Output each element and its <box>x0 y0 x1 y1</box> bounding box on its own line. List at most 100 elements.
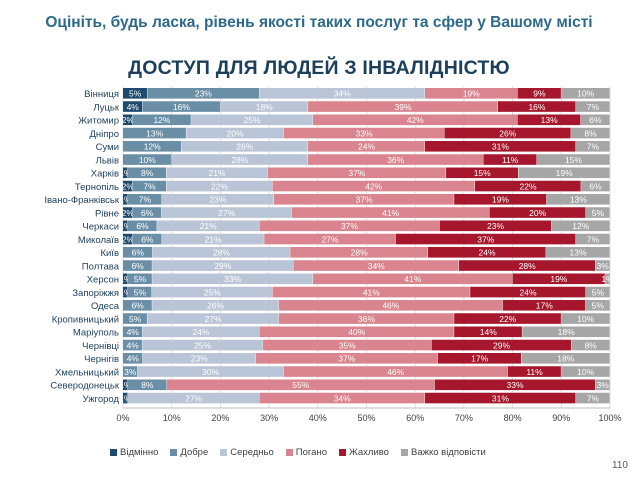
bar-segment <box>446 167 518 179</box>
data-label: 46% <box>387 367 404 377</box>
category-label: Київ <box>100 248 119 259</box>
bar-segment <box>147 313 279 324</box>
data-label: 30% <box>202 367 219 377</box>
data-label: 27% <box>218 208 235 218</box>
bar-segment <box>580 114 610 126</box>
bar-segment <box>585 207 610 218</box>
bar-segment <box>255 353 438 364</box>
data-label: 27% <box>321 234 338 244</box>
bar-segment <box>186 127 284 139</box>
data-label: 12% <box>572 221 589 231</box>
bar-segment <box>517 88 561 99</box>
bar-segment <box>142 353 256 364</box>
bar-segment <box>152 273 313 285</box>
bar-segment <box>546 194 610 205</box>
data-label: 2% <box>122 208 135 218</box>
data-label: 23% <box>195 89 212 99</box>
data-label: 28% <box>213 248 230 258</box>
bar-segment <box>123 392 128 404</box>
legend-swatch <box>110 448 117 456</box>
data-label: 21% <box>205 234 222 244</box>
bar-segment <box>585 286 610 298</box>
data-label: 13% <box>541 115 558 125</box>
legend-swatch <box>220 448 228 456</box>
data-label: 41% <box>382 208 399 218</box>
bar-segment <box>474 180 581 192</box>
bar-segment <box>123 260 152 271</box>
data-label: 28% <box>519 261 536 271</box>
data-label: 10% <box>577 367 594 377</box>
bar-segment <box>123 339 142 351</box>
category-label: Рівне <box>95 208 119 219</box>
bar-segment <box>536 154 610 165</box>
bar-segment <box>123 326 143 338</box>
category-label: Черкаси <box>82 222 119 233</box>
legend-swatch <box>170 448 178 456</box>
bar-segment <box>147 88 259 99</box>
data-label: 2% <box>122 181 135 191</box>
bar-segment <box>470 286 586 298</box>
legend-swatch <box>285 448 293 456</box>
bar-segment <box>259 220 440 232</box>
data-label: 6% <box>131 261 144 271</box>
bar-segment <box>123 207 133 218</box>
bar-segment <box>123 194 128 205</box>
bar-segment <box>166 167 268 179</box>
slide-header: Оцініть, будь ласка, рівень якості таких… <box>45 14 593 31</box>
bar-segment <box>431 339 572 351</box>
data-label: 37% <box>356 195 373 205</box>
data-label: 4% <box>127 327 140 337</box>
legend-label: Відмінно <box>120 447 159 458</box>
bar-segment <box>142 326 259 338</box>
bar-segment <box>123 154 172 165</box>
bar-segment <box>181 141 308 152</box>
data-label: 5% <box>129 314 142 324</box>
bar-segment <box>424 141 576 152</box>
bar-segment <box>142 339 263 351</box>
bar-segment <box>512 273 605 285</box>
legend-item: Середньо <box>220 447 274 458</box>
data-label: 6% <box>132 248 145 258</box>
data-label: 1% <box>119 168 132 178</box>
bar-segment <box>264 233 396 245</box>
data-label: 15% <box>474 168 491 178</box>
data-label: 10% <box>577 314 594 324</box>
bar-segment <box>312 273 513 285</box>
category-label: Харків <box>91 169 119 180</box>
bar-segment <box>424 88 518 99</box>
legend-label: Середньо <box>230 447 274 458</box>
category-label: Чернівці <box>82 341 119 352</box>
data-label: 27% <box>205 314 222 324</box>
data-label: 25% <box>244 115 261 125</box>
bar-segment <box>571 127 610 139</box>
category-label: Запоріжжя <box>72 288 119 299</box>
data-label: 7% <box>587 234 600 244</box>
legend-item: Відмінно <box>110 447 158 458</box>
data-label: 3% <box>597 380 610 390</box>
category-label: Чернігів <box>84 354 119 365</box>
x-tick-label: 50% <box>357 413 375 423</box>
bar-segment <box>308 154 483 165</box>
category-label: Полтава <box>82 261 120 272</box>
bar-segment <box>166 379 435 391</box>
bar-segment <box>123 101 143 112</box>
bar-segment <box>290 247 428 258</box>
category-label: Ужгород <box>82 394 119 405</box>
bar-segment <box>123 273 128 285</box>
data-label: 37% <box>341 221 358 231</box>
category-label: Миколаїв <box>78 235 119 246</box>
category-label: Житомир <box>78 116 119 127</box>
bar-segment <box>152 247 290 258</box>
category-label: Львів <box>96 155 119 166</box>
data-label: 11% <box>526 367 543 377</box>
legend-item: Погано <box>285 447 327 458</box>
bar-segment <box>521 353 610 364</box>
bar-segment <box>522 326 610 338</box>
category-label: Дніпро <box>89 129 119 140</box>
bar-segment <box>395 233 576 245</box>
bar-segment <box>497 101 576 112</box>
bar-segment <box>171 154 308 165</box>
data-label: 55% <box>292 380 309 390</box>
data-label: 7% <box>587 102 600 112</box>
data-label: 14% <box>480 327 497 337</box>
